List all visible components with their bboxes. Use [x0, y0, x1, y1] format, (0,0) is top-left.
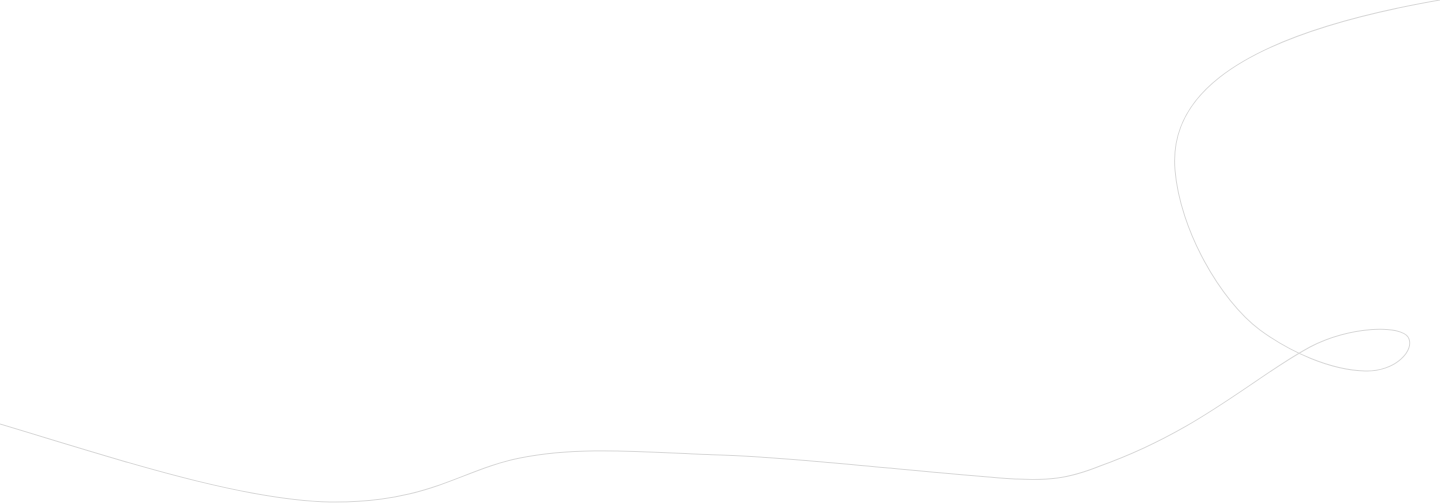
canvas	[0, 0, 1440, 504]
background	[0, 0, 1440, 504]
page: (() => { const data = JSON.parse(documen…	[0, 0, 1440, 504]
decorative-curve	[0, 0, 1440, 503]
